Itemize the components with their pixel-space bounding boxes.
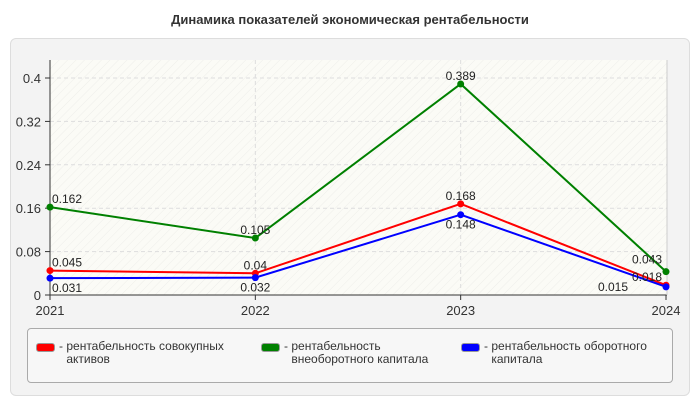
x-tick-label: 2022 bbox=[241, 303, 270, 318]
series-line bbox=[49, 213, 667, 288]
data-point bbox=[662, 283, 670, 291]
y-tick-label: 0.08 bbox=[16, 245, 41, 260]
data-label: 0.148 bbox=[446, 218, 476, 232]
data-point bbox=[251, 274, 259, 282]
data-label: 0.162 bbox=[52, 192, 82, 206]
data-label: 0.043 bbox=[632, 253, 662, 267]
data-point bbox=[46, 203, 54, 211]
legend-label: рентабельность внеоборотного капитала bbox=[291, 339, 429, 366]
data-point bbox=[46, 274, 54, 282]
legend: - рентабельность совокупных активов - ре… bbox=[27, 328, 673, 383]
data-point bbox=[46, 267, 54, 275]
legend-dash: - bbox=[284, 339, 288, 353]
data-label: 0.018 bbox=[632, 270, 662, 284]
legend-dash: - bbox=[484, 339, 488, 353]
data-point bbox=[457, 200, 465, 208]
data-label: 0.045 bbox=[52, 256, 82, 270]
data-point bbox=[457, 80, 465, 88]
data-label: 0.105 bbox=[240, 223, 270, 237]
legend-swatch bbox=[36, 343, 55, 352]
x-tick-label: 2021 bbox=[36, 303, 65, 318]
data-label: 0.015 bbox=[598, 280, 628, 294]
data-label: 0.168 bbox=[446, 189, 476, 203]
data-point bbox=[662, 268, 670, 276]
legend-label: рентабельность совокупных активов bbox=[66, 339, 224, 366]
data-label: 0.389 bbox=[446, 69, 476, 83]
plot-area bbox=[50, 60, 667, 295]
data-point bbox=[251, 234, 259, 242]
y-tick-label: 0.4 bbox=[23, 71, 41, 86]
x-tick-label: 2023 bbox=[446, 303, 475, 318]
x-tick-label: 2024 bbox=[652, 303, 681, 318]
legend-swatch bbox=[461, 343, 480, 352]
legend-item-noncurrent[interactable]: - рентабельность внеоборотного капитала bbox=[261, 340, 441, 366]
chart-title: Динамика показателей экономическая рента… bbox=[171, 12, 529, 27]
legend-label: рентабельность оборотного капитала bbox=[491, 339, 647, 366]
legend-item-assets[interactable]: - рентабельность совокупных активов bbox=[36, 340, 246, 366]
data-label: 0.032 bbox=[240, 281, 270, 295]
series-line bbox=[49, 202, 667, 287]
data-point bbox=[457, 211, 465, 219]
series-line bbox=[49, 82, 667, 273]
legend-dash: - bbox=[59, 339, 63, 353]
data-label: 0.04 bbox=[244, 258, 268, 272]
y-tick-label: 0.24 bbox=[16, 158, 41, 173]
y-tick-label: 0.32 bbox=[16, 114, 41, 129]
data-label: 0.031 bbox=[52, 281, 82, 295]
legend-swatch bbox=[261, 343, 280, 352]
legend-item-current[interactable]: - рентабельность оборотного капитала bbox=[461, 340, 671, 366]
y-tick-label: 0.16 bbox=[16, 201, 41, 216]
y-tick-label: 0 bbox=[34, 288, 41, 303]
